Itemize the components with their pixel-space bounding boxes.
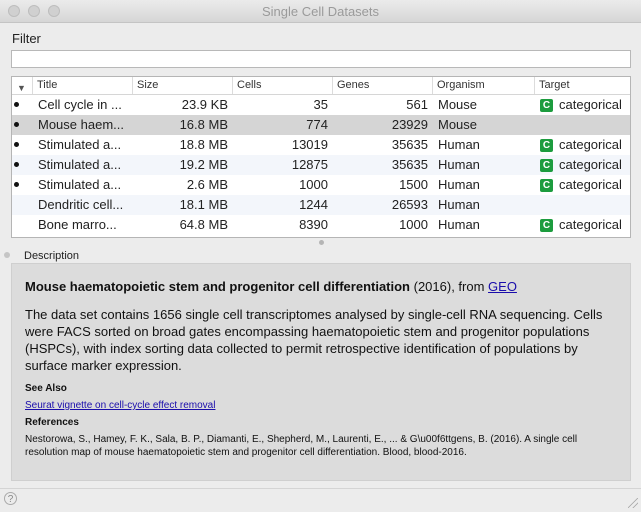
cell-cells: 35 xyxy=(313,97,328,112)
categorical-badge-icon: C xyxy=(540,179,553,192)
cell-title: Cell cycle in ... xyxy=(38,97,122,112)
cell-title: Stimulated a... xyxy=(38,157,122,172)
cell-cells: 1000 xyxy=(299,177,328,192)
categorical-badge-icon: C xyxy=(540,99,553,112)
categorical-badge-icon: C xyxy=(540,139,553,152)
resize-grip-icon[interactable] xyxy=(628,498,638,508)
cell-size: 64.8 MB xyxy=(179,217,228,232)
description-heading: Mouse haematopoietic stem and progenitor… xyxy=(25,279,517,294)
cell-organism: Mouse xyxy=(438,97,478,112)
filter-label: Filter xyxy=(12,31,41,46)
table-row[interactable]: Mouse haem... 16.8 MB 774 23929 Mouse xyxy=(12,115,630,135)
cell-title: Stimulated a... xyxy=(38,177,122,192)
collapse-toggle-icon[interactable] xyxy=(4,252,10,258)
minimize-window-button[interactable] xyxy=(28,5,40,17)
zoom-window-button[interactable] xyxy=(48,5,60,17)
cell-cells: 13019 xyxy=(291,137,328,152)
title-bar: Single Cell Datasets xyxy=(0,0,641,23)
table-header: ▼ Title Size Cells Genes Organism Target xyxy=(12,77,630,95)
categorical-badge-icon: C xyxy=(540,159,553,172)
datasets-table[interactable]: ▼ Title Size Cells Genes Organism Target… xyxy=(11,76,631,238)
reference-text: Nestorowa, S., Hamey, F. K., Sala, B. P.… xyxy=(25,434,578,458)
categorical-badge-icon: C xyxy=(540,219,553,232)
cell-target xyxy=(540,195,630,215)
cell-genes: 26593 xyxy=(391,197,428,212)
cell-organism: Human xyxy=(438,137,480,152)
cell-size: 18.8 MB xyxy=(179,137,228,152)
cell-title: Dendritic cell... xyxy=(38,197,124,212)
cell-size: 19.2 MB xyxy=(179,157,228,172)
column-header-title[interactable]: Title xyxy=(32,77,132,94)
references-label: References xyxy=(25,417,79,428)
description-legend: Description xyxy=(22,250,82,262)
cell-genes: 35635 xyxy=(391,137,428,152)
filter-input[interactable] xyxy=(11,50,631,68)
local-dataset-indicator-icon xyxy=(14,162,19,167)
cell-genes: 23929 xyxy=(391,117,428,132)
target-type: categorical xyxy=(559,137,622,152)
window-title: Single Cell Datasets xyxy=(261,4,380,19)
column-header-target[interactable]: Target xyxy=(534,77,630,94)
cell-organism: Human xyxy=(438,177,480,192)
sort-indicator-header[interactable]: ▼ xyxy=(12,77,32,94)
table-row[interactable]: Dendritic cell... 18.1 MB 1244 26593 Human xyxy=(12,195,630,215)
cell-title: Mouse haem... xyxy=(38,117,124,132)
target-type: categorical xyxy=(559,217,622,232)
dataset-year: (2016), from xyxy=(410,279,489,294)
cell-cells: 774 xyxy=(306,117,328,132)
see-also-label: See Also xyxy=(25,383,67,394)
close-window-button[interactable] xyxy=(8,5,20,17)
local-dataset-indicator-icon xyxy=(14,122,19,127)
column-header-organism[interactable]: Organism xyxy=(432,77,534,94)
target-type: categorical xyxy=(559,177,622,192)
cell-cells: 1244 xyxy=(299,197,328,212)
cell-organism: Human xyxy=(438,217,480,232)
cell-organism: Human xyxy=(438,157,480,172)
description-body: The data set contains 1656 single cell t… xyxy=(25,307,603,373)
target-type: categorical xyxy=(559,97,622,112)
cell-genes: 561 xyxy=(406,97,428,112)
cell-cells: 12875 xyxy=(291,157,328,172)
cell-cells: 8390 xyxy=(299,217,328,232)
column-header-cells[interactable]: Cells xyxy=(232,77,332,94)
status-bar xyxy=(0,488,641,512)
target-type: categorical xyxy=(559,157,622,172)
cell-organism: Human xyxy=(438,197,480,212)
cell-organism: Mouse xyxy=(438,117,478,132)
help-icon[interactable]: ? xyxy=(4,492,17,505)
cell-size: 23.9 KB xyxy=(181,97,228,112)
cell-genes: 35635 xyxy=(391,157,428,172)
cell-size: 2.6 MB xyxy=(186,177,228,192)
see-also-link[interactable]: Seurat vignette on cell-cycle effect rem… xyxy=(25,400,216,411)
cell-size: 16.8 MB xyxy=(179,117,228,132)
local-dataset-indicator-icon xyxy=(14,102,19,107)
description-panel: Mouse haematopoietic stem and progenitor… xyxy=(11,263,631,481)
sort-down-icon: ▼ xyxy=(17,83,26,93)
source-link[interactable]: GEO xyxy=(488,279,517,294)
local-dataset-indicator-icon xyxy=(14,142,19,147)
column-header-size[interactable]: Size xyxy=(132,77,232,94)
local-dataset-indicator-icon xyxy=(14,182,19,187)
column-header-genes[interactable]: Genes xyxy=(332,77,432,94)
dataset-title: Mouse haematopoietic stem and progenitor… xyxy=(25,279,410,294)
cell-size: 18.1 MB xyxy=(179,197,228,212)
cell-genes: 1000 xyxy=(399,217,428,232)
splitter-handle[interactable] xyxy=(319,240,324,245)
cell-target xyxy=(540,115,630,135)
cell-title: Bone marro... xyxy=(38,217,117,232)
cell-genes: 1500 xyxy=(399,177,428,192)
cell-title: Stimulated a... xyxy=(38,137,122,152)
